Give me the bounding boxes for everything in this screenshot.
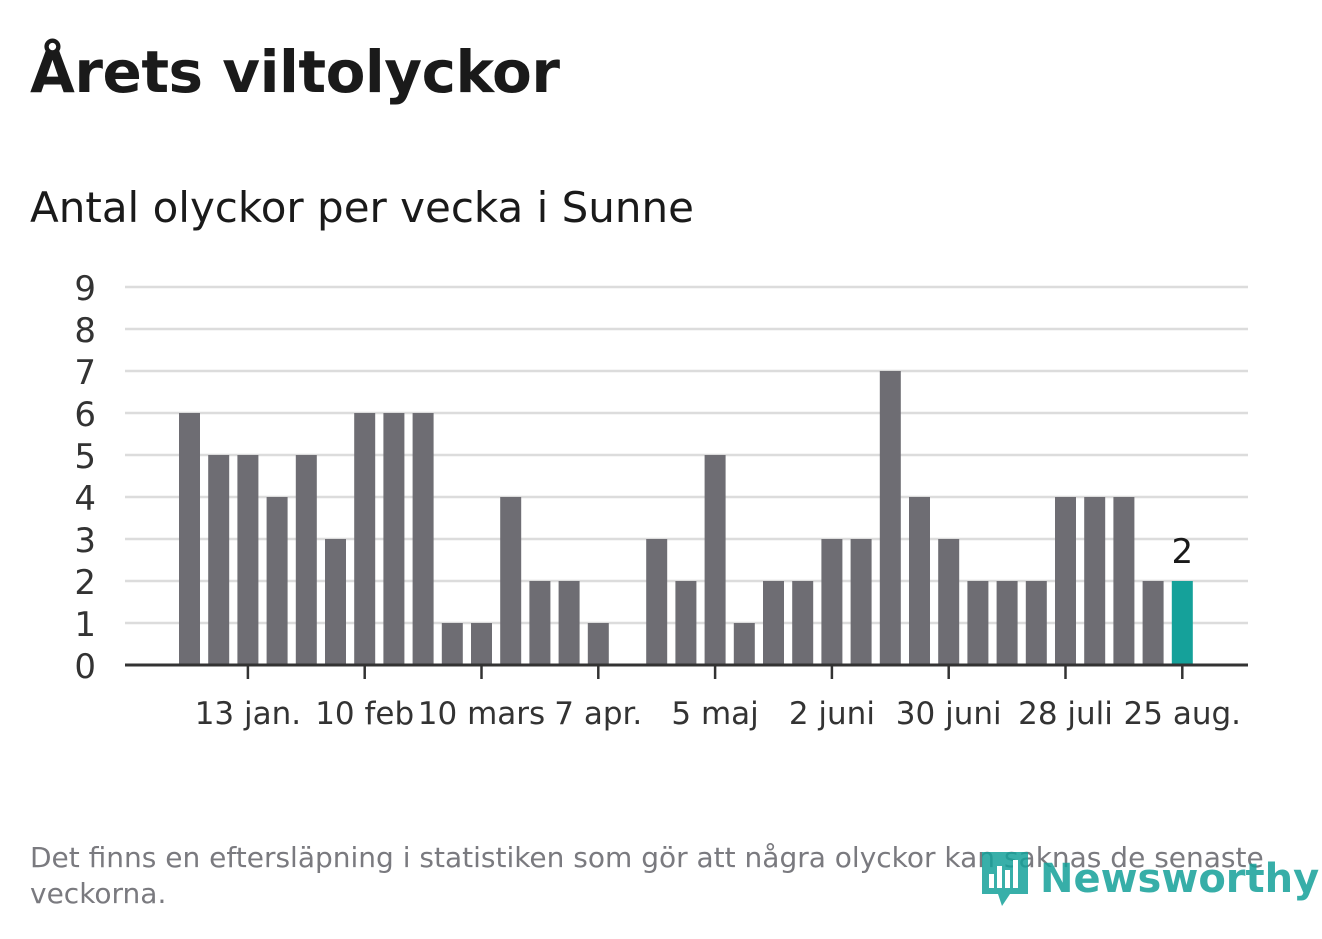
chart-subtitle: Antal olyckor per vecka i Sunne [30,183,694,232]
bar [733,623,755,665]
y-tick-label: 3 [74,521,96,561]
x-tick-label: 13 jan. [195,696,301,732]
bar [1055,497,1076,665]
x-tick-label: 10 mars [418,696,545,732]
chart-title: Årets viltolyckor [30,38,560,106]
axes [125,663,1248,679]
bar [383,413,405,665]
bar-value-label: 2 [1171,532,1193,572]
bar [558,581,580,665]
y-tick-label: 5 [74,437,96,477]
bar [237,455,259,665]
y-tick-label: 4 [74,479,96,519]
bar [763,581,784,665]
bars [179,371,1193,665]
bar [704,455,726,665]
y-tick-label: 7 [74,353,96,393]
bar [938,539,960,665]
bar [587,623,609,665]
gridlines [125,285,1248,625]
bar [1142,581,1164,665]
bar [821,539,843,665]
bar [529,581,551,665]
bar [325,539,346,665]
bar [1084,497,1106,665]
x-tick-label: 5 maj [671,696,758,732]
y-tick-label: 8 [74,311,96,351]
bar [967,581,989,665]
bar [879,371,901,665]
y-tick-label: 0 [74,647,96,687]
x-tick-label: 30 juni [896,696,1002,732]
bar [675,581,697,665]
footnote: Det finns en eftersläpning i statistiken… [30,841,1264,910]
bar [412,413,434,665]
y-tick-label: 9 [74,269,96,309]
bar [996,581,1018,665]
x-tick-label: 28 juli [1018,696,1113,732]
bar [500,497,522,665]
logo-text: Newsworthy [1040,856,1320,902]
bar [179,413,200,665]
y-tick-label: 1 [74,605,96,645]
bar [850,539,872,665]
newsworthy-logo-icon [982,852,1028,906]
x-tick-label: 7 apr. [554,696,642,732]
x-tick-label: 2 juni [789,696,875,732]
y-tick-label: 6 [74,395,96,435]
x-tick-label: 25 aug. [1124,696,1241,732]
bar [1113,497,1135,665]
bar [441,623,463,665]
bar [354,413,376,665]
bar [909,497,930,665]
x-tick-label: 10 feb [315,696,414,732]
bar [208,455,230,665]
bar [646,539,668,665]
newsworthy-logo: Newsworthy [980,848,1319,910]
bar [792,581,814,665]
bar [1025,581,1047,665]
bar [295,455,317,665]
bar [471,623,492,665]
y-tick-label: 2 [74,563,96,603]
bar-highlight [1171,581,1193,665]
bar [266,497,288,665]
